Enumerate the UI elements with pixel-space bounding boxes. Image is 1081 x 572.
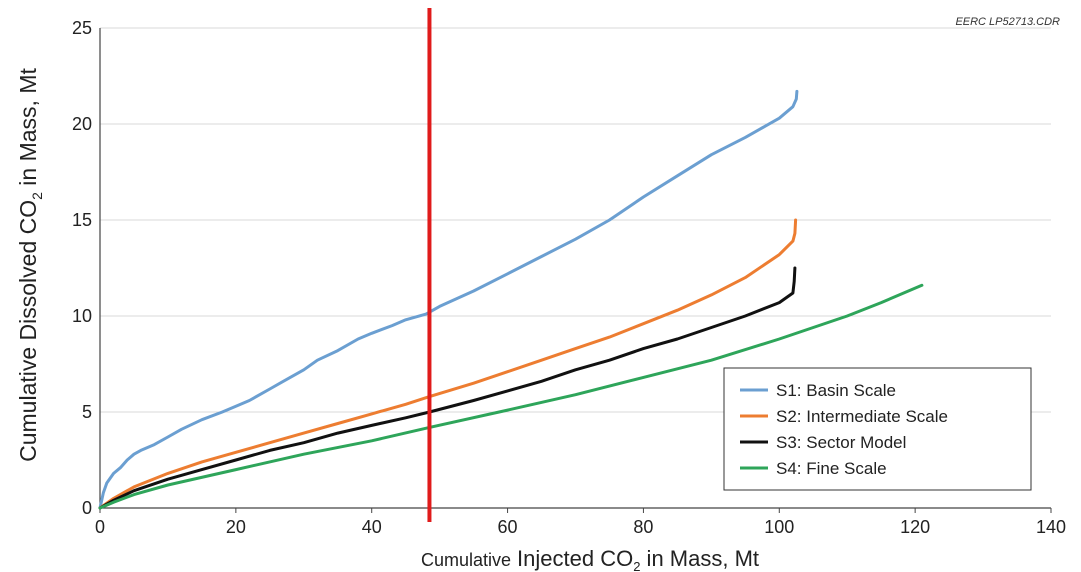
y-axis-title-suffix: in Mass, Mt <box>15 67 41 192</box>
x-tick-label-120: 120 <box>900 517 930 537</box>
y-tick-label-20: 20 <box>72 114 92 134</box>
legend-label-s1: S1: Basin Scale <box>776 381 896 400</box>
y-axis-title-sub: 2 <box>29 192 45 200</box>
x-axis-title-prefix: Cumulative <box>421 550 511 570</box>
x-tick-label-0: 0 <box>95 517 105 537</box>
x-tick-label-140: 140 <box>1036 517 1066 537</box>
chart-note: EERC LP52713.CDR <box>955 16 1060 28</box>
series-line-s1 <box>98 89 799 510</box>
y-tick-labels: 0 5 10 15 20 25 <box>72 18 92 518</box>
series-line-s2 <box>98 218 798 510</box>
axes <box>99 28 1052 513</box>
legend: S1: Basin Scale S2: Intermediate Scale S3:… <box>723 367 1032 491</box>
y-tick-label-25: 25 <box>72 18 92 38</box>
x-tick-label-100: 100 <box>764 517 794 537</box>
x-tick-label-20: 20 <box>226 517 246 537</box>
legend-box <box>723 367 1032 491</box>
series-line-s4 <box>98 283 924 510</box>
x-axis-title-main: Injected CO <box>517 546 633 571</box>
legend-label-s3: S3: Sector Model <box>776 433 906 452</box>
x-tick-label-60: 60 <box>498 517 518 537</box>
legend-label-s2: S2: Intermediate Scale <box>776 407 948 426</box>
x-axis-title: Cumulative Injected CO2 in Mass, Mt <box>421 546 759 572</box>
series-line-s3 <box>98 266 797 510</box>
y-tick-label-10: 10 <box>72 306 92 326</box>
y-tick-label-0: 0 <box>82 498 92 518</box>
y-axis-title: Cumulative Dissolved CO2 in Mass, Mt <box>15 67 45 461</box>
y-axis-title-main: Cumulative Dissolved CO <box>15 200 41 462</box>
x-axis-title-suffix: in Mass, Mt <box>640 546 759 571</box>
x-axis-title-sub: 2 <box>633 559 640 572</box>
x-tick-labels: 0 20 40 60 80 100 120 140 <box>95 517 1066 537</box>
y-tick-label-5: 5 <box>82 402 92 422</box>
legend-label-s4: S4: Fine Scale <box>776 459 887 478</box>
x-tick-label-40: 40 <box>362 517 382 537</box>
x-tick-label-80: 80 <box>633 517 653 537</box>
series-lines <box>98 89 924 510</box>
y-tick-label-15: 15 <box>72 210 92 230</box>
